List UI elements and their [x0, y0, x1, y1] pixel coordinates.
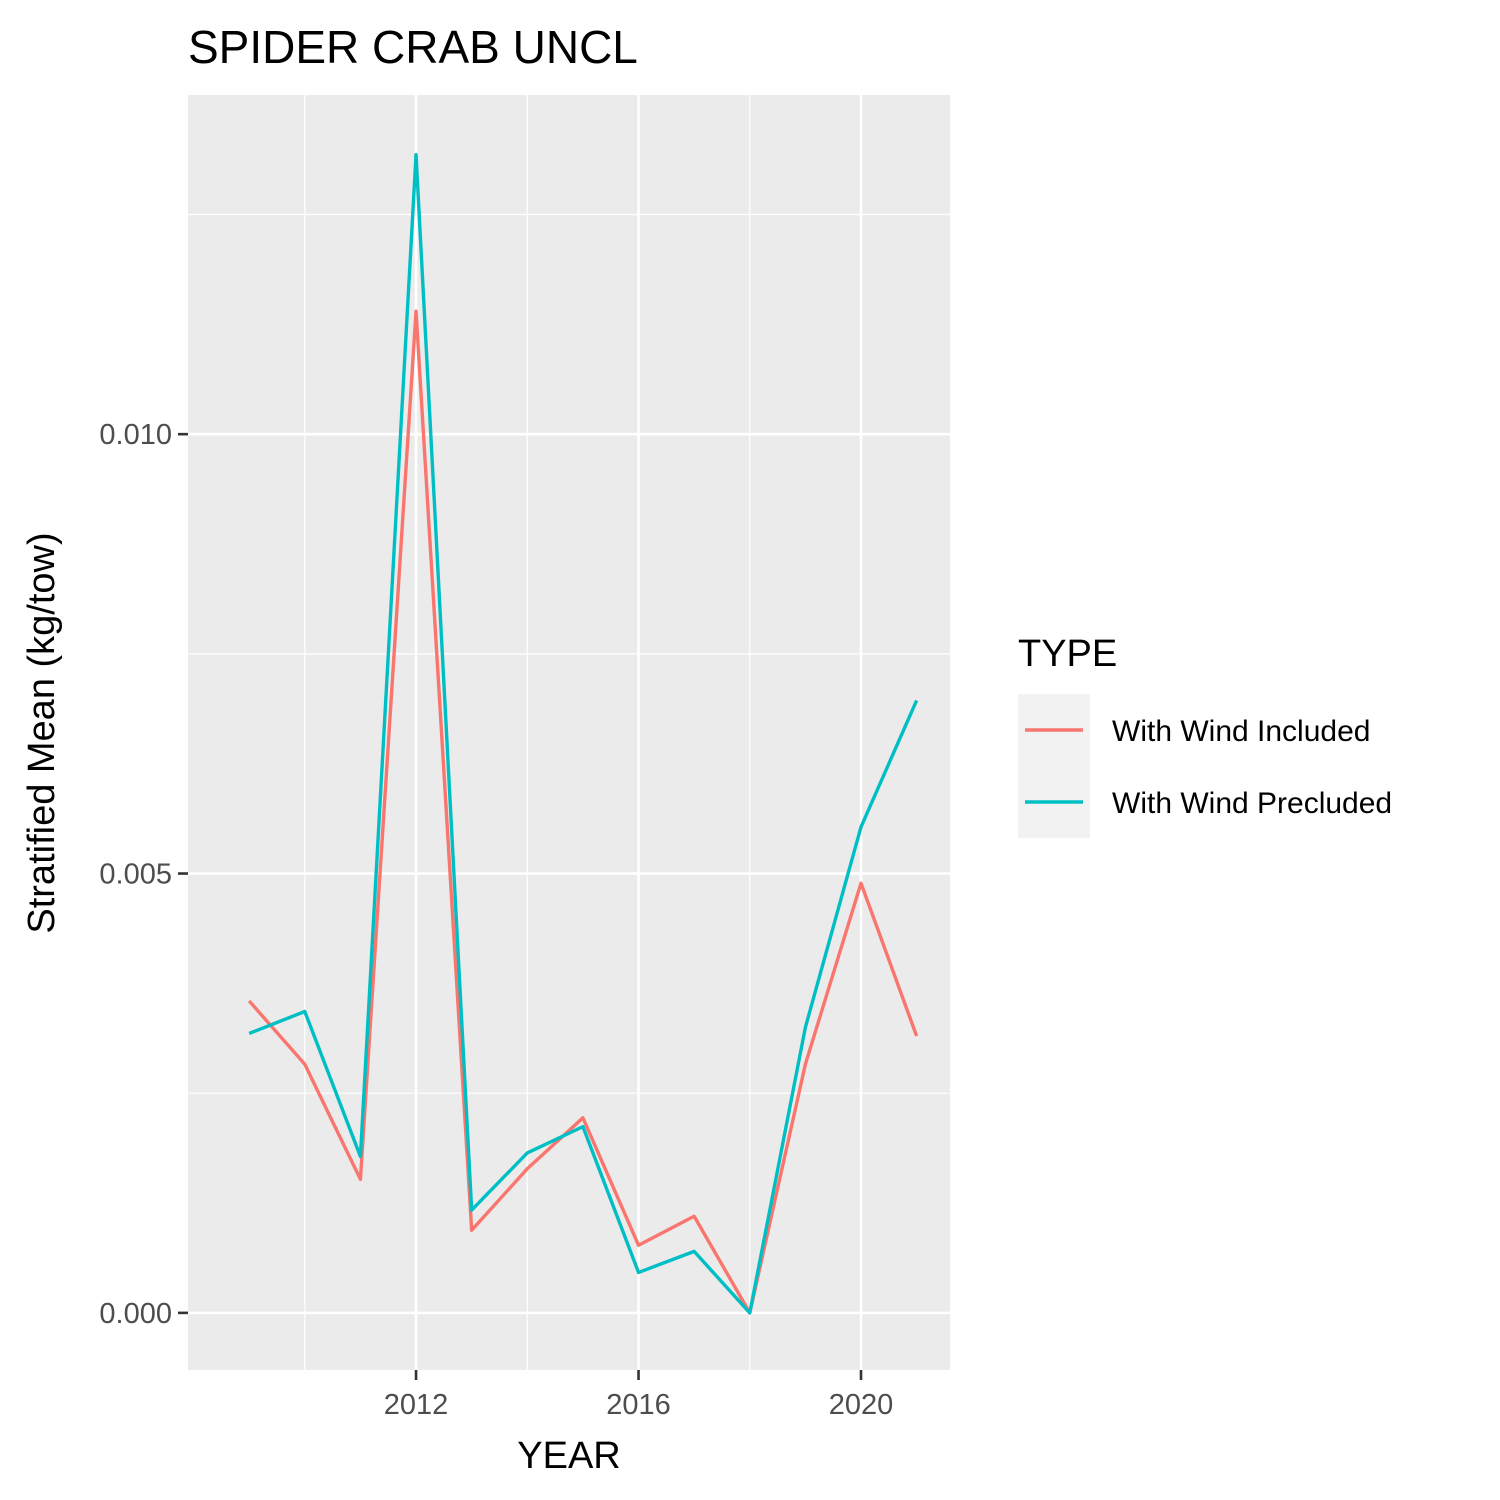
x-tick-label: 2012 [384, 1389, 449, 1421]
legend-key-background [1018, 694, 1090, 838]
legend-label: With Wind Included [1112, 715, 1370, 748]
x-axis-title: YEAR [517, 1435, 620, 1477]
x-axis-ticks: 2012 2016 2020 [384, 1370, 893, 1421]
x-tick-label: 2020 [829, 1389, 894, 1421]
legend: TYPE With Wind Included With Wind Preclud… [1018, 633, 1392, 838]
plot-panel [188, 95, 950, 1370]
y-tick-label: 0.010 [99, 419, 172, 451]
legend-label: With Wind Precluded [1112, 787, 1392, 820]
series-line-with-wind-included [247, 309, 919, 1315]
chart-title: SPIDER CRAB UNCL [188, 21, 638, 73]
legend-title: TYPE [1018, 633, 1117, 675]
major-gridlines [188, 95, 950, 1370]
y-axis-ticks: 0.000 0.005 0.010 [99, 419, 188, 1330]
series-lines [247, 153, 919, 1315]
x-tick-label: 2016 [606, 1389, 671, 1421]
y-axis-title: Stratified Mean (kg/tow) [21, 532, 63, 933]
legend-items: With Wind Included With Wind Precluded [1018, 694, 1392, 838]
series-line-with-wind-precluded [248, 153, 919, 1315]
minor-gridlines [188, 95, 950, 1370]
y-tick-label: 0.005 [99, 859, 172, 891]
y-tick-label: 0.000 [99, 1298, 172, 1330]
